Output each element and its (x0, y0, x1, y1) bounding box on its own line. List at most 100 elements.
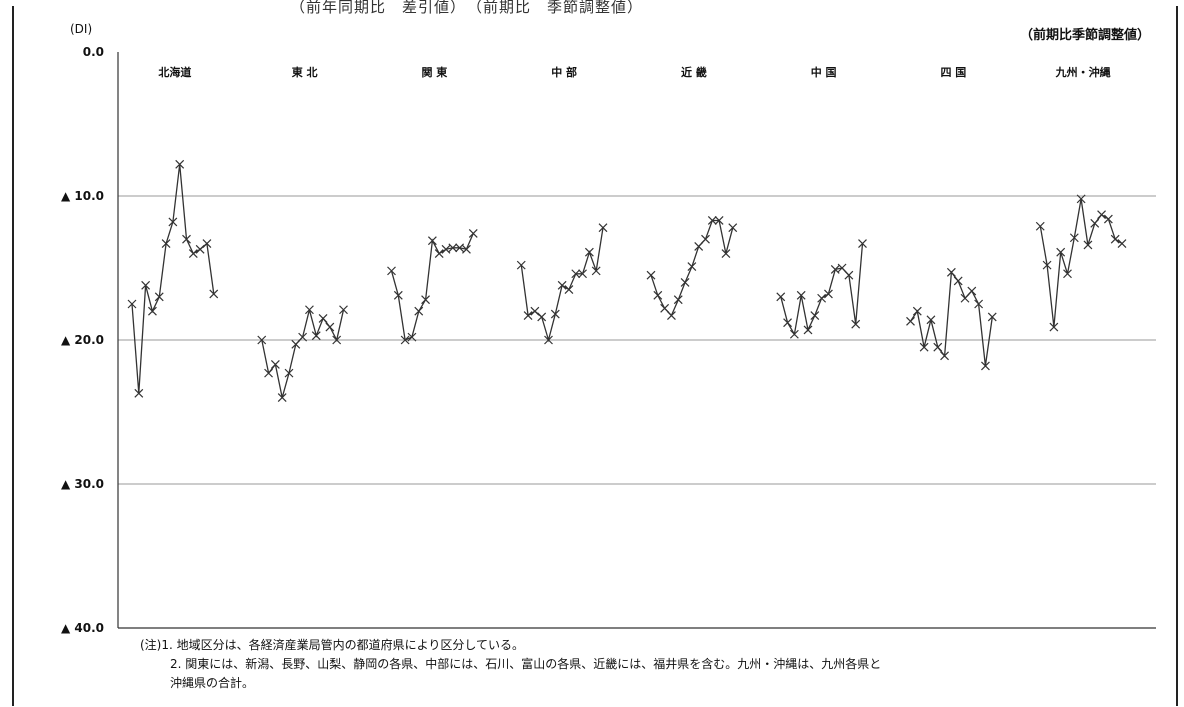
data-point-marker (844, 270, 854, 280)
data-point-marker (434, 249, 444, 259)
region-label: 中 部 (551, 65, 577, 79)
region-label: 東 北 (292, 65, 318, 79)
data-point-marker (967, 286, 977, 296)
data-point-marker (981, 361, 990, 371)
data-point-marker (598, 223, 608, 233)
data-point-marker (667, 311, 676, 320)
data-point-marker (544, 335, 553, 345)
footnotes: (注)1. 地域区分は、各経済産業局管内の都道府県により区分している。 2. 関… (140, 636, 881, 693)
data-point-marker (175, 159, 185, 169)
data-point-marker (387, 266, 396, 276)
data-point-marker (557, 280, 567, 290)
data-point-marker (1097, 210, 1106, 220)
data-point-marker (1103, 214, 1113, 224)
y-tick-label: ▲ 10.0 (61, 189, 104, 203)
data-point-marker (687, 262, 697, 271)
data-point-marker (830, 265, 840, 274)
data-point-marker (701, 234, 710, 244)
data-point-marker (257, 335, 267, 345)
data-point-marker (537, 312, 547, 322)
footnote-1: (注)1. 地域区分は、各経済産業局管内の都道府県により区分している。 (140, 638, 525, 652)
data-point-marker (427, 236, 437, 246)
data-point-marker (318, 313, 328, 323)
series-line (650, 219, 734, 317)
data-point-marker (1069, 233, 1079, 243)
region-label: 近 畿 (681, 65, 707, 79)
data-point-marker (550, 309, 560, 319)
data-point-marker (523, 311, 533, 320)
data-point-marker (393, 290, 403, 300)
data-point-marker (721, 249, 731, 259)
region-label: 四 国 (940, 66, 966, 79)
data-point-marker (591, 266, 601, 276)
series-line (261, 309, 345, 398)
data-point-marker (441, 244, 451, 254)
data-point-marker (407, 332, 417, 342)
data-point-marker (728, 223, 738, 233)
data-point-marker (305, 305, 314, 315)
y-unit-label: (DI) (70, 22, 93, 36)
data-point-marker (455, 243, 465, 253)
region-label: 関 東 (421, 65, 448, 79)
data-point-marker (940, 351, 949, 361)
footnote-2: 2. 関東には、新潟、長野、山梨、静岡の各県、中部には、石川、富山の各県、近畿に… (170, 657, 882, 671)
data-point-marker (291, 339, 301, 349)
data-point-marker (673, 295, 683, 305)
data-point-marker (776, 292, 786, 302)
seasonal-note: （前期比季節調整値） (1019, 28, 1150, 43)
data-point-marker (530, 306, 540, 316)
data-point-marker (1090, 218, 1100, 228)
data-point-marker (919, 342, 929, 352)
series-line (520, 227, 604, 343)
data-point-marker (1110, 234, 1120, 244)
data-point-marker (564, 285, 574, 295)
series-line (131, 164, 215, 394)
data-point-marker (325, 322, 335, 332)
data-point-marker (796, 290, 806, 300)
data-point-marker (933, 342, 943, 352)
data-point-marker (584, 247, 594, 257)
data-point-marker (803, 325, 813, 335)
data-point-marker (926, 315, 936, 325)
footnote-3: 沖縄県の合計。 (170, 676, 255, 690)
data-point-marker (127, 299, 137, 309)
data-point-marker (851, 319, 861, 329)
data-point-marker (714, 216, 724, 225)
data-point-marker (270, 360, 280, 369)
data-point-marker (516, 260, 526, 270)
data-point-marker (906, 316, 915, 326)
region-label: 九州・沖縄 (1055, 65, 1111, 79)
data-point-marker (154, 292, 164, 302)
data-point-marker (912, 306, 922, 316)
data-point-marker (1083, 240, 1093, 250)
data-point-marker (168, 217, 178, 227)
data-point-marker (858, 239, 867, 248)
data-point-marker (824, 289, 833, 299)
data-point-marker (571, 269, 581, 279)
data-point-marker (468, 229, 478, 238)
data-point-marker (1056, 247, 1066, 257)
y-tick-label: ▲ 30.0 (61, 477, 104, 491)
header-strip: （前年同期比 差引値） （前期比 季節調整値） (290, 0, 644, 16)
data-point-marker (810, 311, 820, 320)
series-line (780, 243, 864, 337)
data-point-marker (209, 289, 219, 299)
y-tick-label: ▲ 20.0 (61, 333, 104, 347)
data-point-marker (1117, 239, 1127, 248)
data-point-marker (284, 368, 294, 378)
data-point-marker (578, 269, 587, 279)
data-point-marker (987, 312, 997, 322)
data-point-marker (188, 249, 198, 259)
data-point-marker (462, 244, 471, 254)
data-point-marker (182, 234, 191, 244)
data-point-marker (195, 244, 205, 254)
data-point-marker (660, 303, 670, 313)
data-point-marker (161, 239, 171, 248)
data-point-marker (653, 290, 663, 300)
data-point-marker (974, 299, 984, 309)
data-point-marker (953, 276, 963, 286)
region-label: 中 国 (811, 65, 837, 79)
y-tick-label: 0.0 (83, 45, 104, 59)
data-point-marker (646, 270, 656, 280)
data-point-marker (148, 306, 157, 316)
